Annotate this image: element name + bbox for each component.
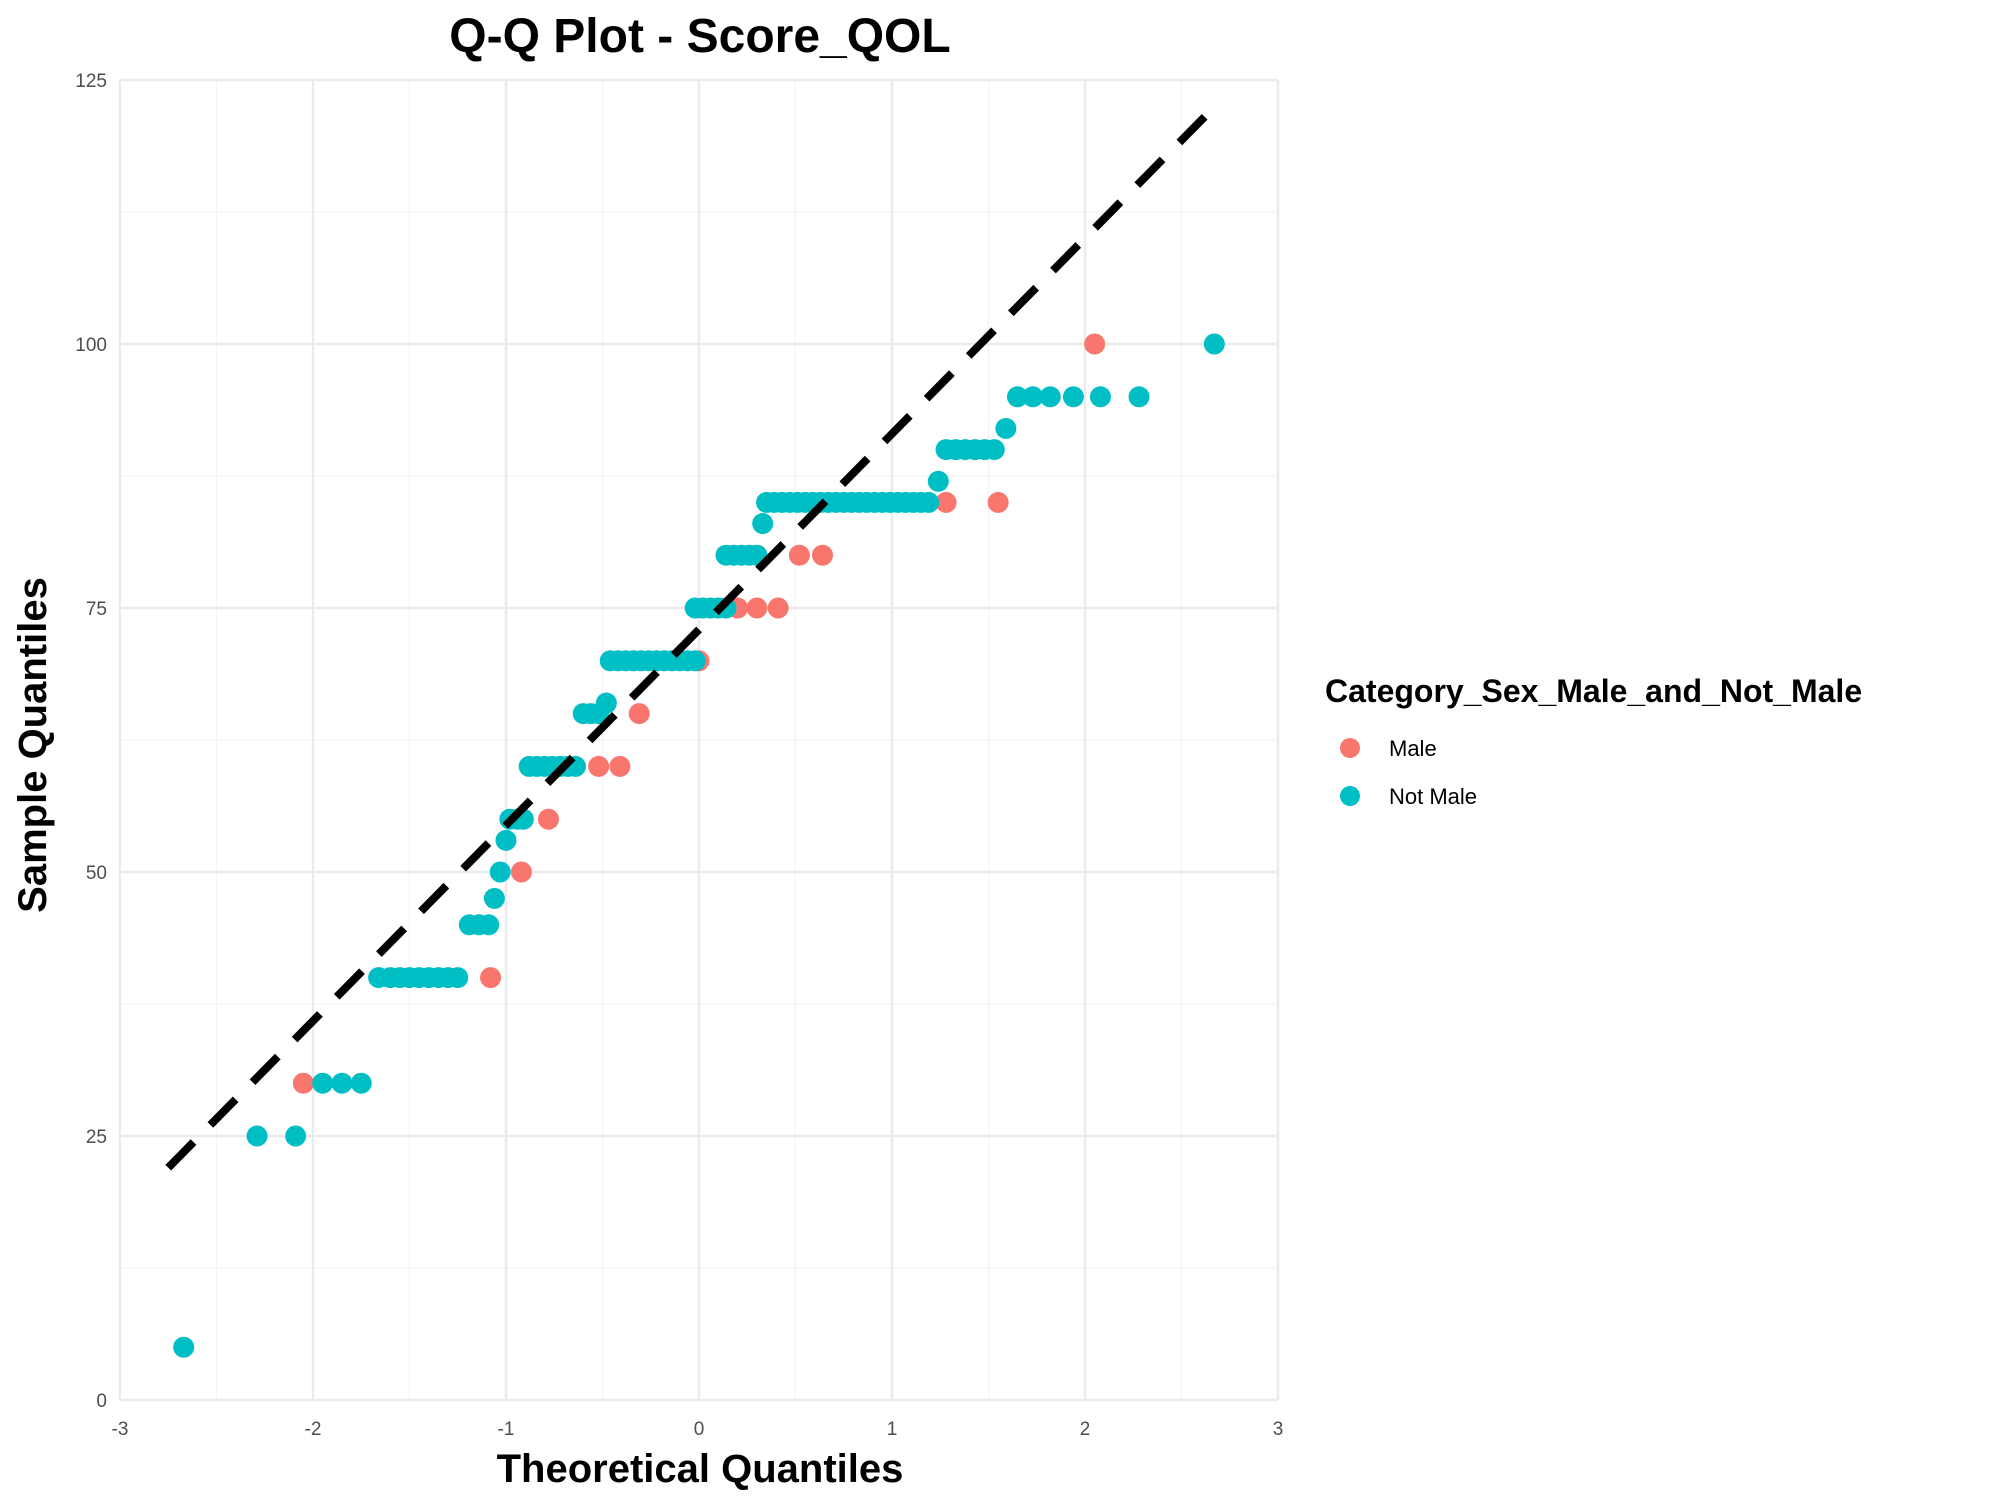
legend-title: Category_Sex_Male_and_Not_Male (1325, 673, 1862, 709)
point-male (537, 808, 559, 830)
point-not-male (495, 829, 517, 851)
y-tick-label: 25 (86, 1127, 107, 1148)
reference-line-group (165, 98, 1223, 1171)
point-male (812, 544, 834, 566)
point-male (767, 597, 789, 619)
legend-label-male: Male (1389, 736, 1437, 761)
point-not-male (595, 692, 617, 714)
legend-label-not-male: Not Male (1389, 784, 1477, 809)
point-male (510, 861, 532, 883)
y-tick-label: 100 (75, 335, 107, 356)
point-male (609, 755, 631, 777)
point-not-male (483, 887, 505, 909)
point-male (628, 703, 650, 725)
point-not-male (752, 513, 774, 535)
point-not-male (1089, 386, 1111, 408)
point-not-male (312, 1072, 334, 1094)
point-male (935, 491, 957, 513)
x-tick-label: 0 (694, 1419, 705, 1440)
reference-line (165, 98, 1223, 1171)
y-tick-label: 125 (75, 71, 107, 92)
point-male (1084, 333, 1106, 355)
point-not-male (173, 1336, 195, 1358)
point-not-male (1062, 386, 1084, 408)
point-male (987, 491, 1009, 513)
legend-key-male (1340, 738, 1360, 758)
x-tick-label: -2 (305, 1419, 322, 1440)
point-not-male (918, 491, 940, 513)
y-tick-label: 75 (86, 599, 107, 620)
point-male (746, 597, 768, 619)
x-tick-label: -3 (112, 1419, 129, 1440)
x-axis-title: Theoretical Quantiles (497, 1447, 904, 1491)
point-not-male (285, 1125, 307, 1147)
point-not-male (983, 439, 1005, 461)
y-tick-label: 50 (86, 863, 107, 884)
y-tick-label: 0 (96, 1391, 107, 1412)
point-not-male (246, 1125, 268, 1147)
y-axis-title: Sample Quantiles (11, 577, 55, 913)
legend: Category_Sex_Male_and_Not_Male Male Not … (1325, 673, 1862, 809)
x-tick-label: 2 (1080, 1419, 1091, 1440)
point-not-male (1203, 333, 1225, 355)
x-tick-label: 1 (887, 1419, 898, 1440)
point-not-male (478, 914, 500, 936)
point-not-male (684, 650, 706, 672)
point-male (788, 544, 810, 566)
grid (118, 78, 1280, 1402)
legend-key-not-male (1340, 786, 1360, 806)
point-not-male (331, 1072, 353, 1094)
point-not-male (1128, 386, 1150, 408)
point-not-male (350, 1072, 372, 1094)
point-not-male (489, 861, 511, 883)
tick-labels: -3 -2 -1 0 1 2 3 0 25 50 75 100 125 (75, 71, 1283, 1440)
chart-title: Q-Q Plot - Score_QOL (449, 10, 950, 63)
point-male (480, 967, 502, 989)
x-tick-label: -1 (498, 1419, 515, 1440)
point-not-male (927, 470, 949, 492)
point-male (292, 1072, 314, 1094)
point-not-male (447, 967, 469, 989)
point-male (588, 755, 610, 777)
point-not-male (1022, 386, 1044, 408)
point-not-male (995, 417, 1017, 439)
point-not-male (1006, 386, 1028, 408)
x-tick-label: 3 (1273, 1419, 1284, 1440)
point-not-male (1039, 386, 1061, 408)
